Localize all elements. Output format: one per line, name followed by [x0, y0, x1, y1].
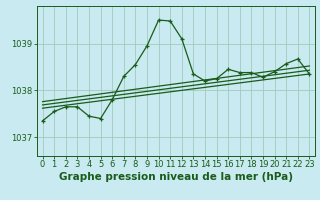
X-axis label: Graphe pression niveau de la mer (hPa): Graphe pression niveau de la mer (hPa) — [59, 172, 293, 182]
